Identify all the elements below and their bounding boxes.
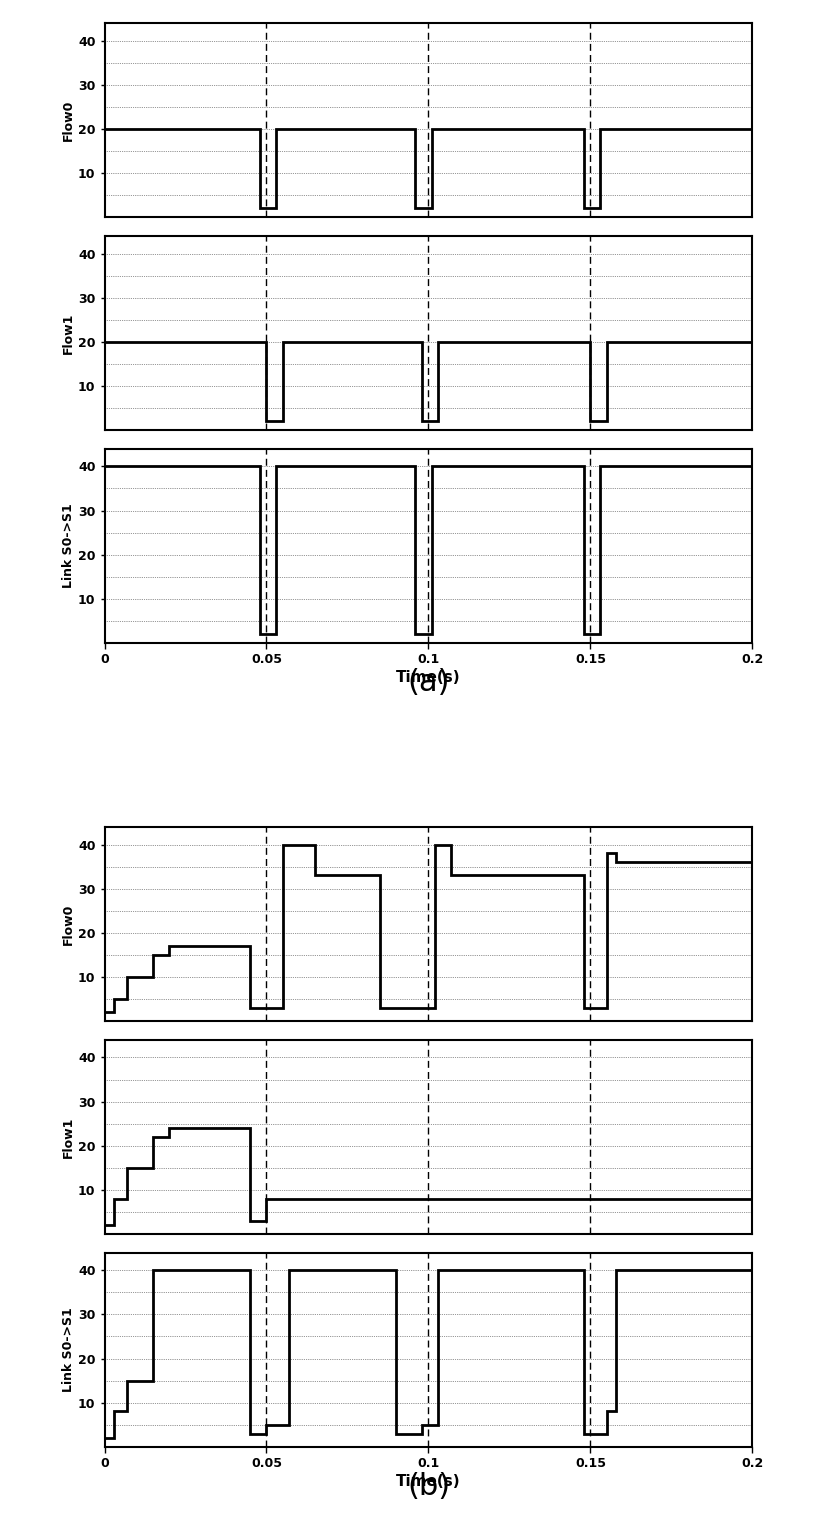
Y-axis label: Flow0: Flow0 <box>62 903 75 945</box>
Text: (a): (a) <box>407 668 450 697</box>
Y-axis label: Flow0: Flow0 <box>62 100 75 142</box>
X-axis label: Time(s): Time(s) <box>396 671 461 685</box>
Y-axis label: Flow1: Flow1 <box>62 312 75 354</box>
Y-axis label: Link S0->S1: Link S0->S1 <box>62 503 75 588</box>
Y-axis label: Link S0->S1: Link S0->S1 <box>62 1307 75 1393</box>
Y-axis label: Flow1: Flow1 <box>62 1116 75 1157</box>
Text: (b): (b) <box>407 1473 450 1502</box>
X-axis label: Time(s): Time(s) <box>396 1474 461 1490</box>
